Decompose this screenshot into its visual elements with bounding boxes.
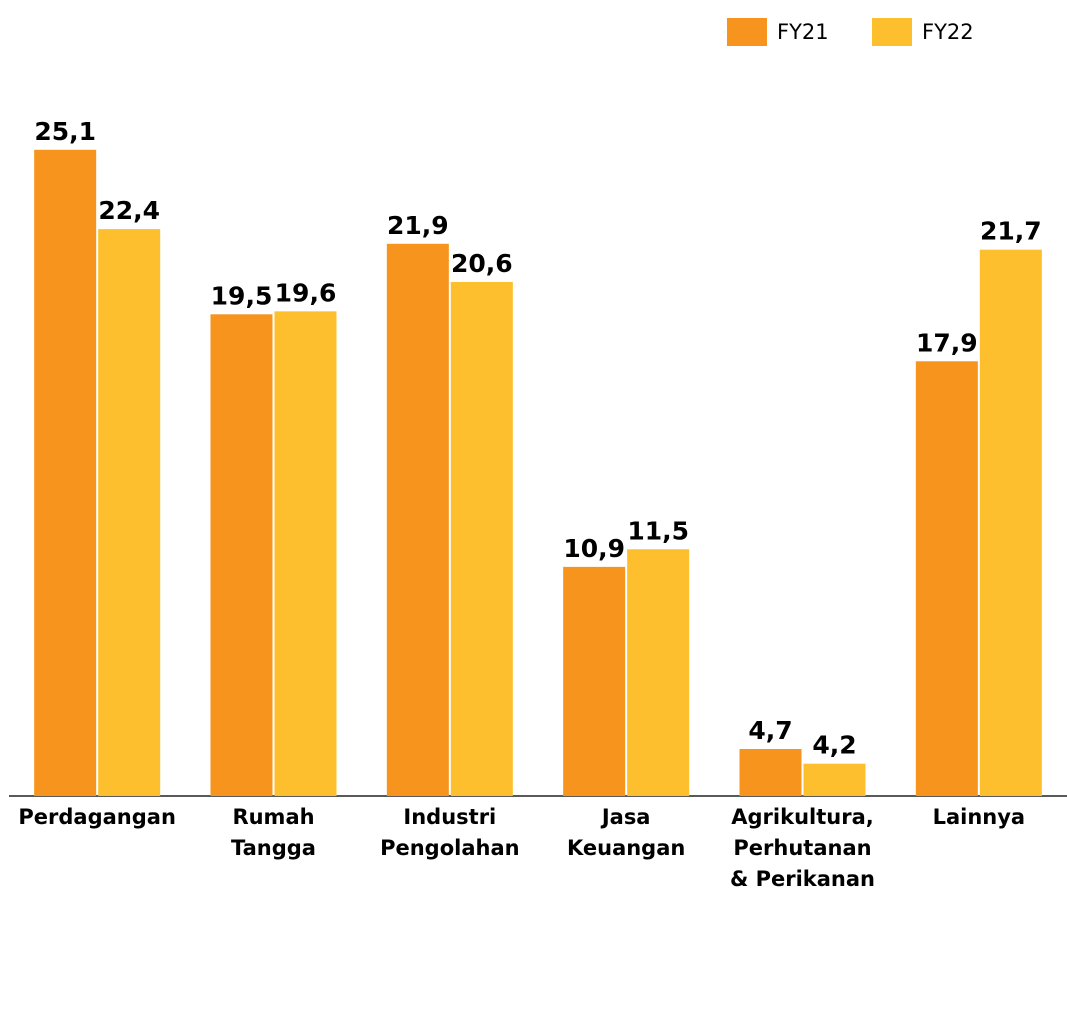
bar [803,763,866,796]
value-label: 4,7 [748,716,792,745]
value-label: 20,6 [451,249,513,278]
value-label: 19,6 [275,278,337,307]
bar [98,229,161,797]
value-label: 10,9 [563,534,625,563]
bar [627,549,690,796]
legend-label: FY22 [922,20,974,44]
value-label: 11,5 [627,516,689,545]
x-tick-label: Rumah Tangga [231,805,316,860]
value-label: 17,9 [916,328,978,357]
value-label: 21,9 [387,211,449,240]
bar [979,249,1042,796]
bar [34,149,97,797]
bar [210,314,273,796]
legend-swatch [727,18,767,46]
bar [915,361,978,796]
x-tick-label: Agrikultura, Perhutanan & Perikanan [729,805,876,891]
value-label: 22,4 [98,196,160,225]
x-tick-label: Industri Pengolahan [380,805,520,860]
bar [450,281,513,796]
value-label: 25,1 [34,117,96,146]
value-label: 19,5 [211,281,273,310]
legend-label: FY21 [777,20,829,44]
bar [563,566,626,796]
value-label: 21,7 [980,217,1042,246]
value-label: 4,2 [812,731,856,760]
x-tick-label: Lainnya [932,805,1026,829]
bar [386,243,449,797]
bar [739,749,802,796]
x-tick-label: Jasa Keuangan [566,805,686,860]
legend-swatch [872,18,912,46]
bar [274,311,337,796]
x-tick-label: Perdagangan [18,805,176,829]
